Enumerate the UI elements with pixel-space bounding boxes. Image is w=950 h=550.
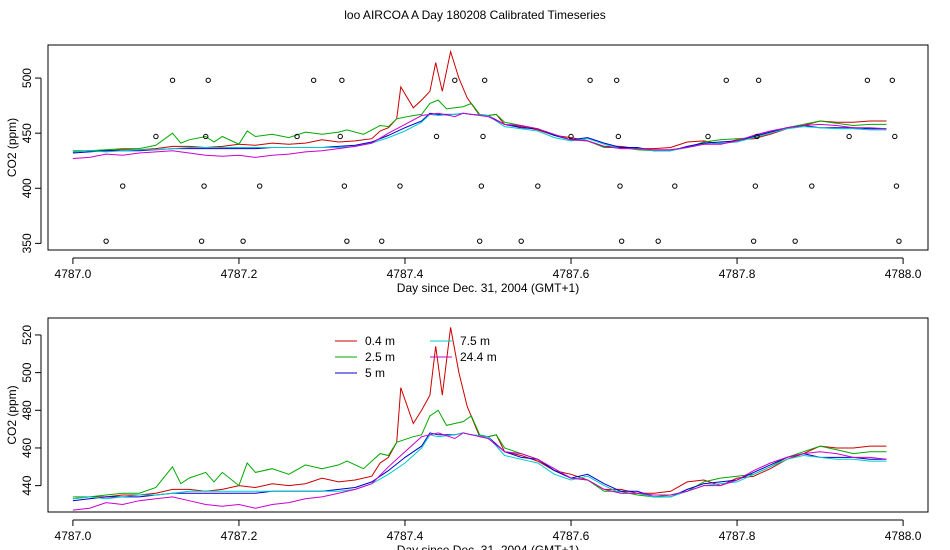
calibration-point <box>203 133 209 140</box>
calibration-point <box>892 133 898 140</box>
y-tick-label: 400 <box>20 178 34 198</box>
calibration-point <box>755 77 762 83</box>
legend-label: 0.4 m <box>365 334 395 348</box>
plot-frame <box>47 317 929 513</box>
calibration-point <box>618 238 625 244</box>
calibration-point <box>792 238 798 244</box>
calibration-point <box>587 77 593 83</box>
series-line-s244 <box>72 112 887 159</box>
calibration-point <box>294 133 300 140</box>
calibration-point <box>617 183 623 189</box>
calibration-point <box>478 183 485 189</box>
x-tick-label: 4787.6 <box>553 267 590 281</box>
x-tick-label: 4787.8 <box>719 267 756 281</box>
y-axis-label: CO2 (ppm) <box>5 385 19 444</box>
calibration-point <box>256 183 263 189</box>
calibration-point <box>846 133 852 140</box>
calibration-point <box>201 183 207 189</box>
x-tick-label: 4787.2 <box>221 529 258 543</box>
calibration-point <box>705 133 711 140</box>
chart-title: loo AIRCOA A Day 180208 Calibrated Times… <box>344 8 606 22</box>
calibration-point <box>153 133 159 140</box>
calibration-point <box>893 183 900 189</box>
calibration-point <box>169 77 176 83</box>
calibration-point <box>809 183 815 189</box>
calibration-point <box>723 77 729 83</box>
y-tick-label: 500 <box>20 362 34 382</box>
x-tick-label: 4787.2 <box>221 267 258 281</box>
calibration-point <box>379 238 385 244</box>
series-line-s04 <box>72 327 887 500</box>
calibration-point <box>240 238 246 244</box>
calibration-point <box>205 77 211 83</box>
y-tick-label: 460 <box>20 438 34 458</box>
calibration-point <box>198 238 205 244</box>
y-tick-label: 440 <box>20 475 34 495</box>
calibration-point <box>452 77 458 83</box>
calibration-point <box>339 77 345 83</box>
calibration-point <box>615 133 622 140</box>
calibration-point <box>103 238 109 244</box>
x-tick-label: 4787.0 <box>55 529 92 543</box>
y-tick-label: 480 <box>20 400 34 420</box>
calibration-point <box>672 183 678 189</box>
calibration-point <box>754 133 760 140</box>
x-tick-label: 4787.6 <box>553 529 590 543</box>
calibration-point <box>310 77 317 83</box>
legend-label: 24.4 m <box>460 350 497 364</box>
x-tick-label: 4787.4 <box>387 267 424 281</box>
x-tick-label: 4788.0 <box>885 529 922 543</box>
x-axis-label: Day since Dec. 31, 2004 (GMT+1) <box>397 281 579 295</box>
calibration-point <box>889 77 896 83</box>
series-line-s25 <box>72 99 887 152</box>
legend-label: 5 m <box>365 366 385 380</box>
series-group <box>72 49 887 159</box>
plot-frame <box>47 44 929 251</box>
legend-label: 7.5 m <box>460 334 490 348</box>
calibration-point <box>481 77 488 83</box>
x-tick-label: 4787.0 <box>55 267 92 281</box>
x-tick-label: 4787.4 <box>387 529 424 543</box>
series-line-s04 <box>72 49 887 153</box>
calibration-point <box>752 183 759 189</box>
calibration-point <box>568 133 574 140</box>
calibration-point <box>397 183 403 189</box>
y-tick-label: 450 <box>20 123 34 143</box>
series-group <box>72 327 887 511</box>
calibration-point <box>518 238 524 244</box>
calibration-point <box>480 133 486 140</box>
x-tick-label: 4787.8 <box>719 529 756 543</box>
y-tick-label: 500 <box>20 68 34 88</box>
calibration-point <box>613 77 620 83</box>
calibration-point <box>344 238 350 244</box>
panel-bottom: 4787.0 4787.2 4787.4 4787.6 4787.8 4788.0 Day … <box>5 317 929 550</box>
y-axis-label: CO2 (ppm) <box>5 118 19 177</box>
calibration-point <box>341 183 348 189</box>
x-tick-label: 4788.0 <box>885 267 922 281</box>
calibration-point <box>750 238 757 244</box>
calibration-point <box>896 238 902 244</box>
calibration-point <box>655 238 661 244</box>
series-line-s244 <box>72 432 887 511</box>
x-axis-label: Day since Dec. 31, 2004 (GMT+1) <box>397 543 579 550</box>
calibration-point <box>476 238 483 244</box>
legend-label: 2.5 m <box>365 350 395 364</box>
calibration-point <box>433 133 440 140</box>
series-line-s25 <box>72 409 887 498</box>
calibration-point <box>535 183 541 189</box>
panel-top: 4787.0 4787.2 4787.4 4787.6 4787.8 4788.0 Day … <box>5 44 929 295</box>
legend: 0.4 m 2.5 m 5 m 7.5 m 24.4 m <box>335 334 497 380</box>
y-tick-label: 520 <box>20 325 34 345</box>
calibration-point <box>337 133 343 140</box>
calibration-point <box>864 77 871 83</box>
calibration-point <box>120 183 126 189</box>
y-tick-label: 350 <box>20 233 34 253</box>
